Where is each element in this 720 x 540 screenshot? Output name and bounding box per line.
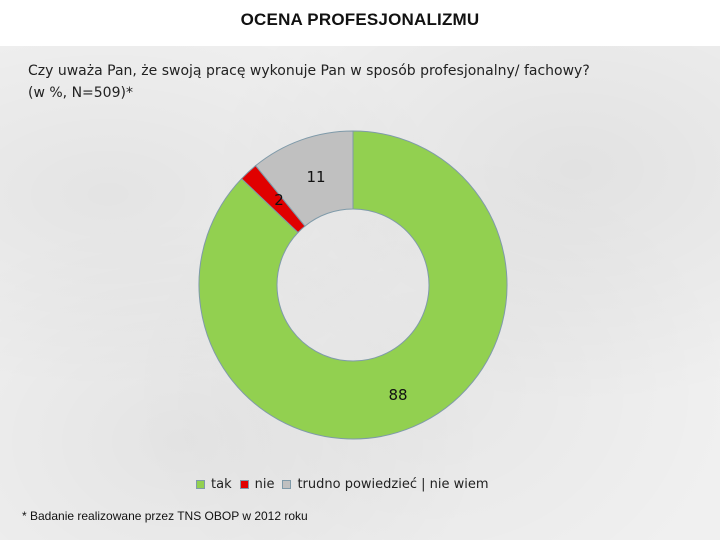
legend-item-2: trudno powiedzieć | nie wiem (282, 476, 489, 492)
slide-header: OCENA PROFESJONALIZMU (0, 0, 720, 46)
donut-data-labels: 88 2 11 (274, 168, 407, 404)
legend-swatch-1 (239, 479, 249, 489)
data-label-1: 2 (274, 191, 284, 209)
legend-label-2: trudno powiedzieć | nie wiem (297, 476, 489, 492)
donut-slices (198, 130, 508, 440)
donut-slice-2 (254, 130, 354, 227)
background-photo (0, 46, 720, 540)
data-label-0: 88 (388, 386, 407, 404)
slide-title: OCENA PROFESJONALIZMU (240, 10, 480, 29)
question-line-1: Czy uważa Pan, że swoją pracę wykonuje P… (28, 63, 590, 79)
question-line-2: (w %, N=509)* (28, 85, 133, 101)
legend-label-1: nie (254, 476, 275, 492)
data-label-2: 11 (306, 168, 325, 186)
question-text: Czy uważa Pan, że swoją pracę wykonuje P… (28, 60, 688, 104)
donut-slice-0 (198, 130, 508, 440)
chart-legend: tak nie trudno powiedzieć | nie wiem (196, 475, 497, 493)
legend-swatch-0 (196, 479, 205, 489)
legend-item-1: nie (239, 476, 275, 492)
legend-item-0: tak (196, 477, 232, 492)
legend-label-0: tak (211, 476, 232, 492)
legend-swatch-2 (282, 479, 292, 489)
footnote: * Badanie realizowane przez TNS OBOP w 2… (22, 509, 308, 523)
